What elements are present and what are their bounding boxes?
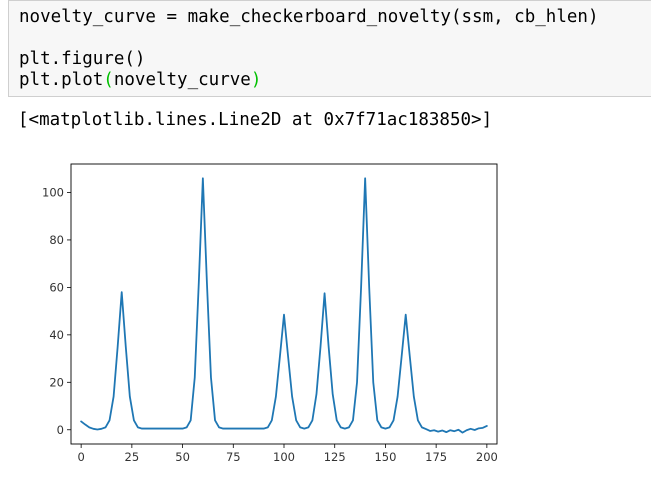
- y-tick-label: 80: [49, 233, 64, 247]
- axes-frame: [70, 163, 498, 445]
- code-line-3: plt.figure(): [19, 49, 146, 69]
- matching-close-paren: ): [250, 70, 262, 90]
- x-tick-label: 125: [324, 450, 346, 464]
- matplotlib-figure: 0 25 50 75 100 125 150 175 200 0 20 40 60 80 100: [0, 150, 651, 480]
- code-line-4-prefix: plt.plot: [19, 70, 104, 90]
- y-tick-label: 60: [49, 280, 64, 294]
- y-tick-label: 20: [49, 375, 64, 389]
- line-chart: 0 25 50 75 100 125 150 175 200 0 20 40 60 80 100: [42, 163, 498, 464]
- x-tick-label: 0: [77, 450, 84, 464]
- x-tick-label: 150: [374, 450, 396, 464]
- x-tick-label: 175: [425, 450, 447, 464]
- code-line-1: novelty_curve = make_checkerboard_novelt…: [19, 7, 599, 27]
- y-tick-label: 0: [57, 423, 64, 437]
- y-tick-label: 40: [49, 328, 64, 342]
- cell-output-repr: [<matplotlib.lines.Line2D at 0x7f71ac183…: [18, 110, 493, 130]
- x-tick-label: 100: [273, 450, 295, 464]
- code-line-4: plt.plot(novelty_curve): [19, 70, 261, 90]
- code-line-4-arg: novelty_curve: [113, 70, 251, 90]
- x-tick-label: 25: [125, 450, 140, 464]
- code-cell-input[interactable]: novelty_curve = make_checkerboard_novelt…: [8, 0, 651, 97]
- x-tick-label: 200: [476, 450, 498, 464]
- matching-open-paren: (: [103, 70, 114, 90]
- ticks-layer: 0 25 50 75 100 125 150 175 200 0 20 40 60 80 100: [42, 185, 498, 464]
- y-tick-label: 100: [42, 185, 64, 199]
- code-editor[interactable]: novelty_curve = make_checkerboard_novelt…: [19, 7, 598, 91]
- novelty-curve-line: [80, 177, 488, 434]
- x-tick-label: 75: [226, 450, 241, 464]
- x-tick-label: 50: [175, 450, 190, 464]
